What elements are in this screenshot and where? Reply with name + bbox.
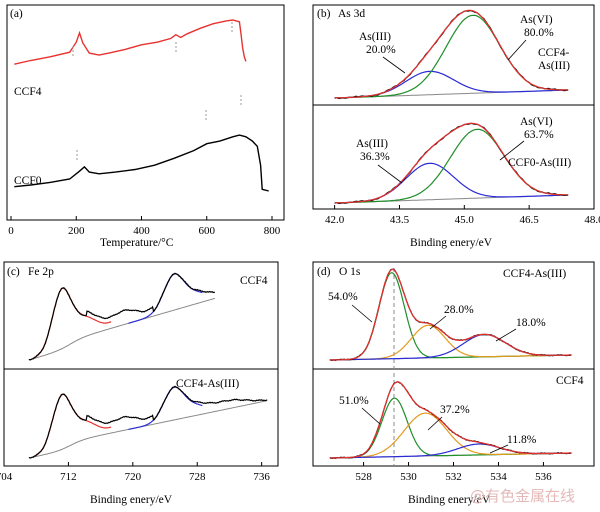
c-bottom-fe2p32-fit [32, 393, 112, 458]
b-top-sample-2: As(III) [538, 60, 570, 72]
b-bottom-sample: CCF0-As(III) [508, 157, 571, 169]
d-bottom-pct-2: 37.2% [440, 404, 470, 416]
x-tick-label: 46.5 [520, 214, 540, 226]
panel-a: (a) 0 200 400 600 800 CCF4 CCF0 Temperature/… [6, 4, 285, 249]
c-bottom-fe2p12-fit [128, 386, 203, 430]
panel-d-title: O 1s [339, 266, 361, 278]
b-top-pct-as6: 80.0% [524, 27, 554, 39]
b-top-arrow-as6 [507, 39, 527, 61]
panel-d: (d) O 1s 528 530 532 534 536 CCF4-As(III) 54… [312, 261, 595, 506]
b-bottom-pct-as3: 36.3% [360, 151, 390, 163]
x-tick-label: 43.5 [390, 214, 410, 226]
panel-b-xticks [334, 205, 595, 209]
b-top-pct-as3: 20.0% [366, 44, 396, 56]
b-bottom-fit [334, 122, 569, 204]
b-bottom-arrow-as3 [377, 164, 403, 184]
d-top-arrow-3 [495, 328, 517, 342]
d-top-pct-1: 54.0% [328, 291, 358, 303]
d-top-sample: CCF4-As(III) [503, 268, 566, 280]
x-tick-label: 534 [490, 471, 507, 483]
b-bottom-as3-component [334, 162, 569, 204]
x-tick-label: 530 [400, 471, 417, 483]
b-top-label-as6: As(VI) [520, 14, 553, 26]
x-tick-label: 728 [189, 471, 206, 483]
panel-c-title: Fe 2p [28, 266, 54, 278]
c-top-fe2p12-fit [128, 273, 203, 324]
x-tick-label: 800 [264, 225, 281, 237]
b-bottom-arrow-as6 [499, 140, 525, 161]
panel-c-label: (c) [7, 266, 20, 278]
panel-c-frame [3, 261, 279, 467]
d-top-arrow-2 [429, 315, 447, 330]
d-bottom-arrow-1 [361, 407, 381, 425]
d-bottom-pct-3: 11.8% [507, 434, 537, 446]
d-top-pct-2: 28.0% [444, 304, 474, 316]
x-tick-label: 48.0 [584, 214, 600, 226]
panel-b-xtick-labels: 42.0 43.5 45.0 46.5 48.0 [325, 214, 600, 226]
d-bottom-pct-1: 51.0% [339, 395, 369, 407]
b-bottom-pct-as6: 63.7% [524, 129, 554, 141]
x-tick-label: 528 [355, 471, 372, 483]
d-bottom-arrow-2 [427, 416, 443, 431]
c-bottom-sample: CCF4-As(III) [176, 378, 239, 390]
c-top-sample: CCF4 [240, 275, 268, 287]
panel-d-label: (d) [317, 266, 331, 278]
series-ccf4-line [14, 19, 247, 65]
x-tick-label: 600 [199, 225, 216, 237]
panel-c-xlabel: Binding enery/eV [90, 494, 173, 506]
b-top-label-as3: As(III) [359, 31, 391, 43]
d-top-fit [329, 268, 572, 361]
panel-b-frame [312, 4, 595, 210]
panel-b-title: As 3d [338, 8, 365, 20]
panel-d-xtick-labels: 528 530 532 534 536 [355, 471, 552, 483]
panel-a-label: (a) [10, 8, 23, 20]
x-tick-label: 42.0 [325, 214, 345, 226]
x-tick-label: 400 [133, 225, 150, 237]
d-bottom-sample: CCF4 [556, 375, 584, 387]
panel-b-xlabel: Binding enery/eV [410, 237, 493, 249]
d-bottom-arrow-3 [489, 444, 509, 454]
x-tick-label: 536 [535, 471, 552, 483]
d-bottom-experimental [329, 381, 572, 460]
x-tick-label: 200 [68, 225, 85, 237]
d-bottom-fit [329, 381, 572, 459]
series-ccf0-line [14, 134, 269, 192]
c-bottom-experimental [28, 385, 268, 459]
watermark: @有色金属在线 [470, 487, 575, 505]
x-tick-label: 712 [60, 471, 77, 483]
c-top-background [28, 297, 216, 361]
panel-b: (b) As 3d 42.0 43.5 45.0 46.5 48.0 As(III) 2… [312, 4, 600, 249]
x-tick-label: 720 [125, 471, 142, 483]
b-top-fit [334, 9, 569, 99]
d-top-arrow-1 [351, 304, 373, 323]
panel-b-label: (b) [317, 8, 331, 20]
x-tick-label: 45.0 [455, 214, 475, 226]
panel-a-frame [6, 4, 285, 221]
c-top-fe2p32-fit [32, 287, 112, 359]
b-bottom-label-as3: As(III) [356, 138, 388, 150]
b-top-arrow-as3 [382, 56, 406, 74]
panel-d-xlabel: Binding enery/eV [408, 494, 491, 506]
d-top-pct-3: 18.0% [516, 317, 546, 329]
series-label-ccf4: CCF4 [14, 86, 42, 98]
c-top-experimental [28, 272, 215, 361]
b-bottom-label-as6: As(VI) [520, 116, 553, 128]
c-bottom-background [28, 400, 268, 459]
panel-a-xticks [10, 216, 273, 220]
x-tick-label: 736 [253, 471, 270, 483]
x-tick-label: 704 [0, 471, 13, 483]
x-tick-label: 0 [8, 225, 14, 237]
panel-a-peak-markers [72, 22, 242, 160]
panel-d-xticks [363, 462, 544, 466]
panel-c-xtick-labels: 704 712 720 728 736 [0, 471, 270, 483]
panel-c-xticks [3, 462, 263, 466]
panel-a-xlabel: Temperature/°C [100, 237, 174, 249]
series-label-ccf0: CCF0 [14, 175, 42, 187]
b-top-sample-1: CCF4- [538, 47, 569, 59]
panel-c: (c) Fe 2p 704 712 720 728 736 CCF4 CCF4-As(I… [0, 261, 279, 506]
x-tick-label: 532 [445, 471, 462, 483]
panel-a-xtick-labels: 0 200 400 600 800 [8, 225, 281, 237]
